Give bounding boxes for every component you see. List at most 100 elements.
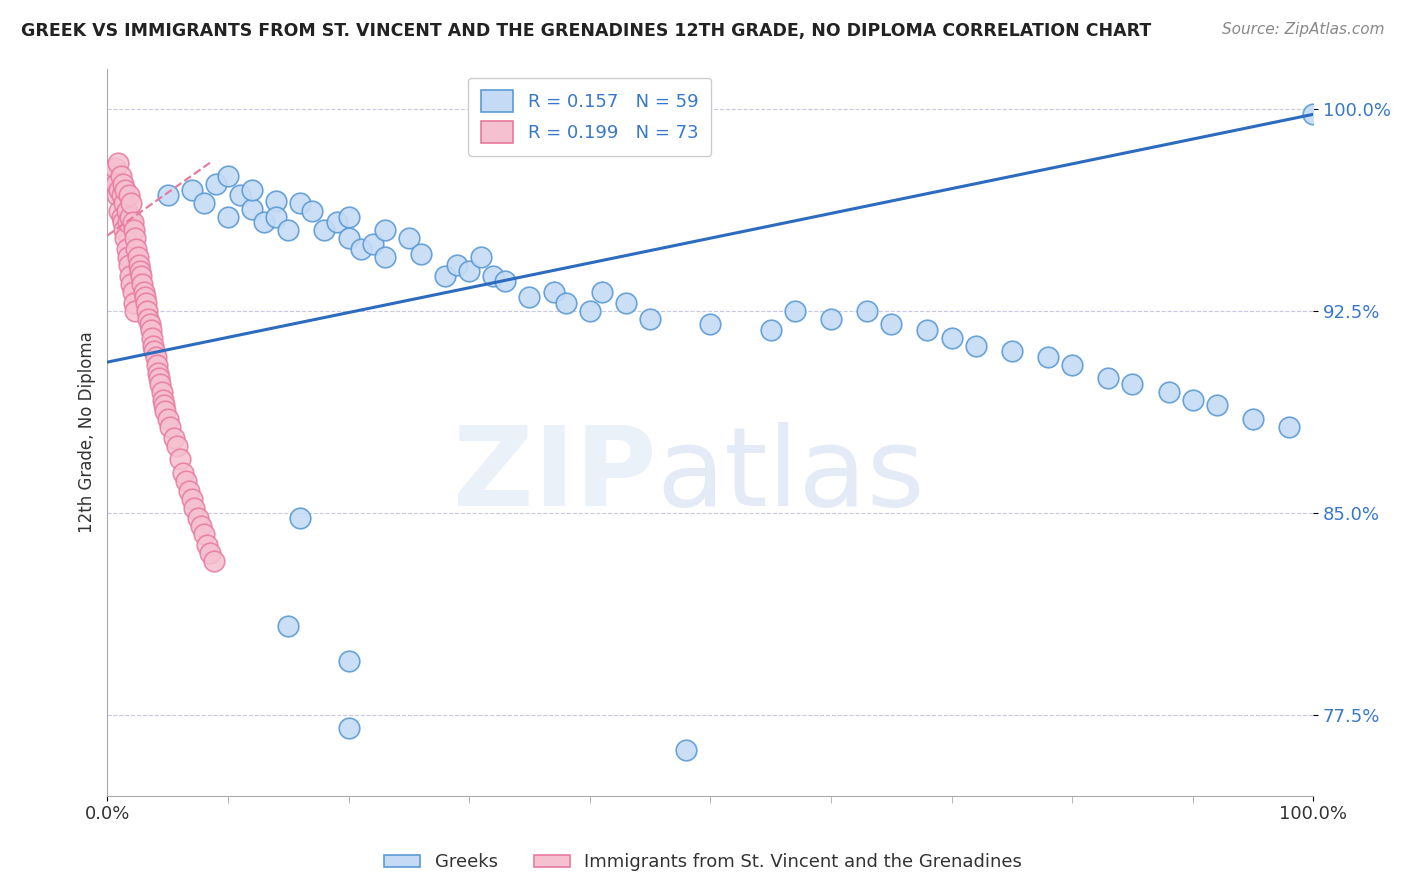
Point: [264, 194, 287, 208]
Point: [193, 196, 215, 211]
Point: [638, 312, 661, 326]
Point: [114, 183, 136, 197]
Point: [1121, 376, 1143, 391]
Point: [117, 215, 139, 229]
Text: Source: ZipAtlas.com: Source: ZipAtlas.com: [1222, 22, 1385, 37]
Point: [127, 250, 149, 264]
Point: [117, 250, 139, 264]
Point: [337, 654, 360, 668]
Point: [880, 318, 903, 332]
Point: [108, 183, 131, 197]
Point: [325, 215, 347, 229]
Legend: R = 0.157   N = 59, R = 0.199   N = 73: R = 0.157 N = 59, R = 0.199 N = 73: [468, 78, 711, 156]
Point: [409, 247, 432, 261]
Point: [112, 215, 135, 229]
Point: [146, 358, 169, 372]
Point: [104, 161, 127, 176]
Point: [1302, 107, 1324, 121]
Point: [153, 398, 176, 412]
Point: [301, 204, 323, 219]
Point: [159, 419, 181, 434]
Point: [111, 188, 134, 202]
Point: [150, 384, 173, 399]
Point: [759, 323, 782, 337]
Point: [202, 554, 225, 568]
Point: [240, 202, 263, 216]
Point: [120, 268, 142, 283]
Point: [149, 376, 172, 391]
Point: [155, 403, 177, 417]
Point: [197, 538, 219, 552]
Point: [1157, 384, 1180, 399]
Point: [398, 231, 420, 245]
Point: [482, 268, 505, 283]
Point: [578, 304, 600, 318]
Point: [138, 318, 160, 332]
Point: [124, 304, 146, 318]
Point: [337, 722, 360, 736]
Point: [121, 277, 143, 291]
Point: [122, 296, 145, 310]
Point: [675, 743, 697, 757]
Point: [1062, 358, 1084, 372]
Point: [494, 274, 516, 288]
Point: [122, 223, 145, 237]
Point: [125, 242, 148, 256]
Point: [820, 312, 842, 326]
Point: [277, 223, 299, 237]
Point: [965, 339, 987, 353]
Point: [337, 210, 360, 224]
Point: [114, 231, 136, 245]
Point: [856, 304, 879, 318]
Point: [112, 178, 135, 192]
Point: [141, 331, 163, 345]
Point: [112, 196, 135, 211]
Point: [458, 263, 481, 277]
Point: [115, 204, 138, 219]
Point: [105, 188, 128, 202]
Point: [107, 156, 129, 170]
Point: [146, 366, 169, 380]
Point: [1241, 411, 1264, 425]
Point: [174, 474, 197, 488]
Point: [110, 169, 132, 184]
Point: [217, 169, 239, 184]
Point: [180, 183, 202, 197]
Point: [139, 323, 162, 337]
Y-axis label: 12th Grade, No Diploma: 12th Grade, No Diploma: [79, 331, 96, 533]
Point: [115, 242, 138, 256]
Point: [1036, 350, 1059, 364]
Text: GREEK VS IMMIGRANTS FROM ST. VINCENT AND THE GRENADINES 12TH GRADE, NO DIPLOMA C: GREEK VS IMMIGRANTS FROM ST. VINCENT AND…: [21, 22, 1152, 40]
Point: [120, 210, 142, 224]
Point: [118, 258, 141, 272]
Point: [156, 411, 179, 425]
Point: [138, 312, 160, 326]
Point: [183, 500, 205, 515]
Point: [156, 188, 179, 202]
Point: [361, 236, 384, 251]
Point: [180, 492, 202, 507]
Point: [917, 323, 939, 337]
Point: [614, 296, 637, 310]
Point: [229, 188, 252, 202]
Point: [148, 371, 170, 385]
Point: [134, 290, 156, 304]
Point: [118, 188, 141, 202]
Point: [783, 304, 806, 318]
Point: [108, 204, 131, 219]
Point: [543, 285, 565, 299]
Legend: Greeks, Immigrants from St. Vincent and the Grenadines: Greeks, Immigrants from St. Vincent and …: [377, 847, 1029, 879]
Point: [121, 196, 143, 211]
Point: [132, 285, 155, 299]
Point: [446, 258, 468, 272]
Point: [169, 452, 191, 467]
Point: [128, 258, 150, 272]
Point: [240, 183, 263, 197]
Point: [217, 210, 239, 224]
Point: [152, 392, 174, 407]
Point: [591, 285, 613, 299]
Point: [193, 527, 215, 541]
Point: [190, 519, 212, 533]
Point: [470, 250, 492, 264]
Point: [129, 268, 152, 283]
